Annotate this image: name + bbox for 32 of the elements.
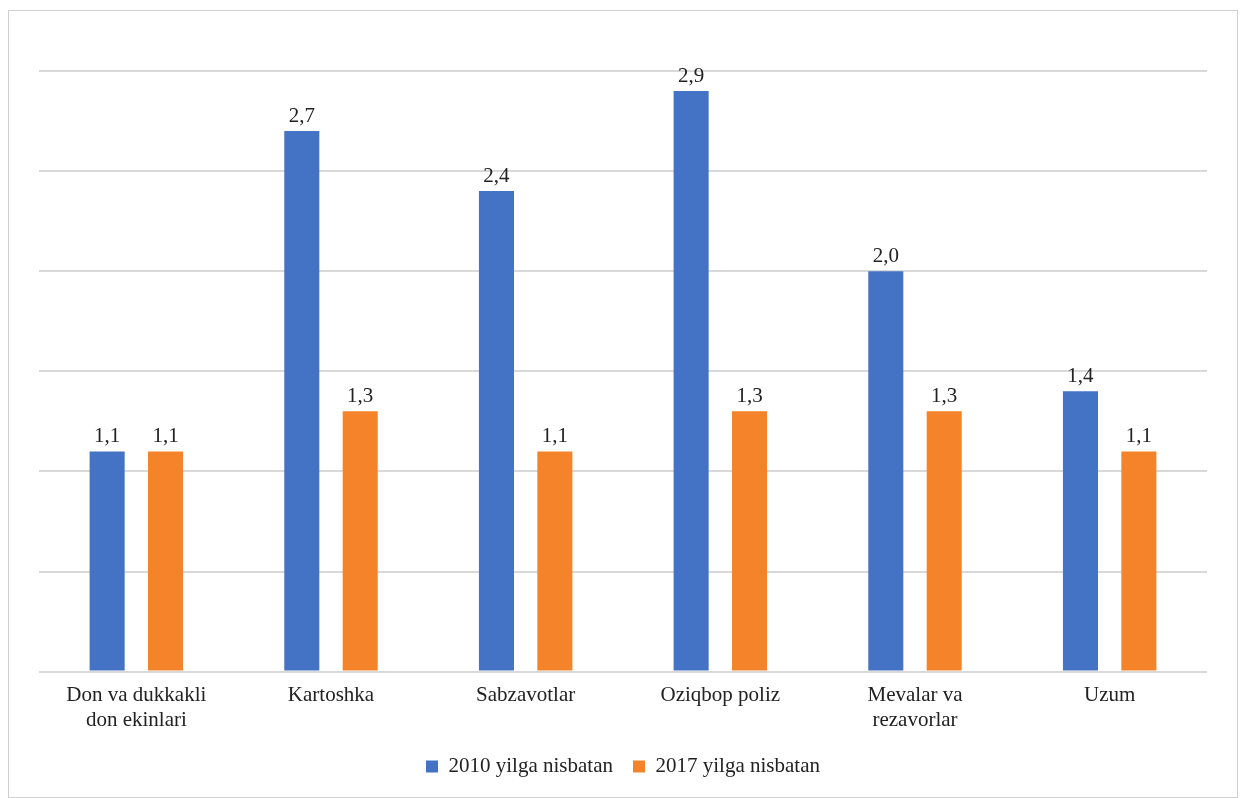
bar xyxy=(148,451,184,671)
data-label: 2,7 xyxy=(288,103,315,128)
bar xyxy=(342,411,378,671)
x-tick-label: Uzum xyxy=(1084,681,1136,706)
x-tick-label: Mevalar va rezavorlar xyxy=(867,681,964,731)
bar xyxy=(926,411,962,671)
bar xyxy=(89,451,125,671)
data-label: 1,4 xyxy=(1067,363,1095,388)
x-tick-label: Sabzavotlar xyxy=(476,681,576,706)
data-label: 2,9 xyxy=(678,63,705,88)
bar xyxy=(673,91,709,671)
bar xyxy=(868,271,904,671)
data-label: 1,3 xyxy=(736,383,763,408)
data-label: 2,4 xyxy=(483,163,511,188)
data-label: 1,1 xyxy=(152,423,179,448)
bar xyxy=(1062,391,1098,671)
x-tick-label: Don va dukkakli don ekinlari xyxy=(66,681,207,731)
data-label: 1,1 xyxy=(541,423,568,448)
data-label: 1,3 xyxy=(931,383,958,408)
bar xyxy=(732,411,768,671)
bar xyxy=(1121,451,1157,671)
data-label: 2,0 xyxy=(872,243,899,268)
legend-label: 2017 yilga nisbatan xyxy=(655,753,821,778)
data-label: 1,1 xyxy=(94,423,121,448)
data-label: 1,3 xyxy=(347,383,374,408)
bar xyxy=(478,191,514,671)
x-tick-label: Oziqbop poliz xyxy=(660,681,781,706)
legend-label: 2010 yilga nisbatan xyxy=(448,753,614,778)
bar xyxy=(284,131,320,671)
x-tick-label: Kartoshka xyxy=(287,681,375,706)
bar xyxy=(537,451,573,671)
data-label: 1,1 xyxy=(1125,423,1152,448)
